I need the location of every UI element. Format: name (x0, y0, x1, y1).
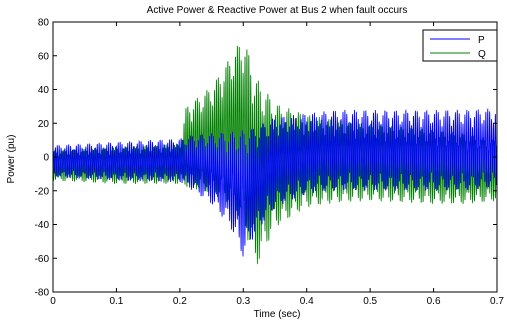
x-axis-label: Time (sec) (254, 309, 301, 320)
x-tick-label: 0.6 (427, 296, 441, 307)
y-axis-label: Power (pu) (6, 135, 17, 184)
chart-title: Active Power & Reactive Power at Bus 2 w… (147, 5, 408, 16)
legend: P Q (422, 29, 498, 62)
ticks-layer: 0 0.1 0.2 0.3 0.4 0.5 0.6 0.7 -80 -60 -40 -20 0 20 40 6… (35, 18, 505, 308)
y-tick-label: -80 (35, 288, 50, 299)
x-tick-label: 0.2 (173, 296, 187, 307)
legend-label-p: P (478, 35, 485, 46)
series-layer (52, 45, 498, 265)
x-tick-label: 0.4 (300, 296, 314, 307)
y-tick-label: -40 (35, 220, 50, 231)
legend-label-q: Q (478, 49, 486, 60)
y-tick-label: 0 (43, 153, 49, 164)
x-tick-label: 0.3 (236, 296, 250, 307)
y-tick-label: 80 (38, 18, 50, 29)
legend-box (422, 29, 498, 62)
x-tick-label: 0.5 (363, 296, 377, 307)
y-tick-label: 20 (38, 119, 50, 130)
y-tick-label: 40 (38, 85, 50, 96)
y-tick-label: -60 (35, 254, 50, 265)
y-tick-label: 60 (38, 51, 50, 62)
x-tick-label: 0.7 (490, 296, 504, 307)
y-tick-label: -20 (35, 186, 50, 197)
series-line-p (52, 108, 498, 257)
x-tick-label: 0 (50, 296, 56, 307)
x-tick-label: 0.1 (109, 296, 123, 307)
